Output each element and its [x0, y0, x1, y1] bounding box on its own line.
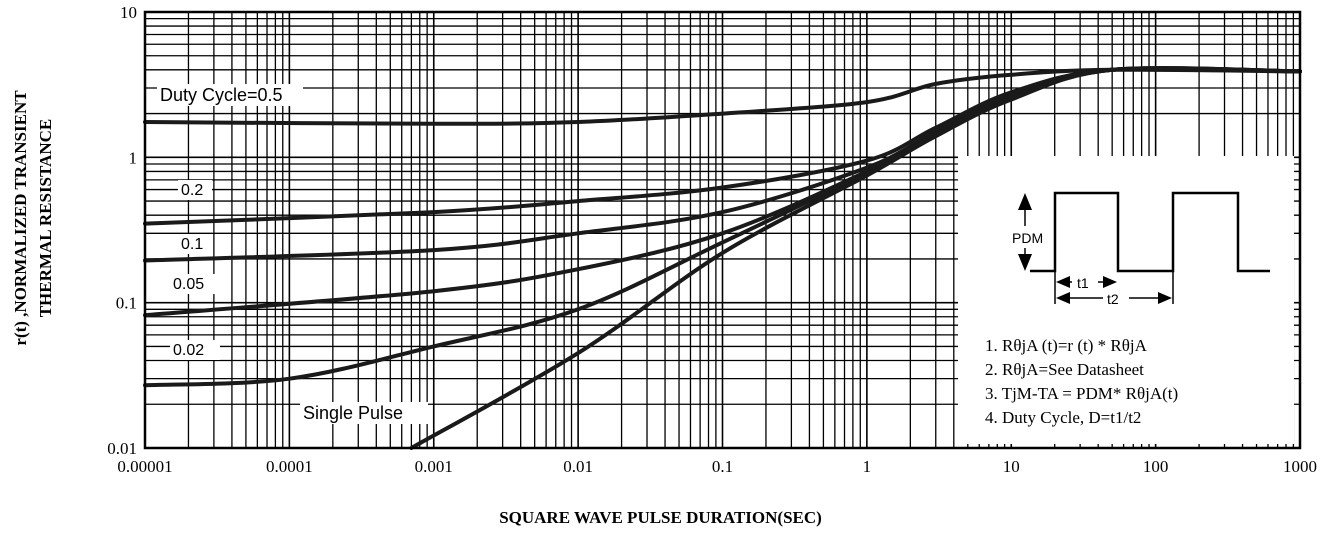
x-tick-label: 0.0001	[266, 457, 313, 476]
curve-label: 0.05	[173, 276, 204, 293]
x-tick-label: 1	[863, 457, 872, 476]
x-tick-label: 1000	[1283, 457, 1317, 476]
x-tick-label: 0.1	[712, 457, 733, 476]
curve-labels: Duty Cycle=0.5 0.2 0.1 0.05 0.02 Single Pulse	[157, 84, 428, 424]
y-tick-labels: 10 1 0.1 0.01	[107, 3, 137, 458]
inset-note: 1. RθjA (t)=r (t) * RθjA	[985, 336, 1148, 355]
inset-box: PDM t1 t2 1. RθjA (t)=r (t) * RθjA 2. RθjA=S…	[958, 156, 1294, 444]
curve-label-background	[300, 402, 428, 424]
y-axis-label-line2: THERMAL RESISTANCE	[36, 118, 55, 318]
x-tick-label: 0.00001	[117, 457, 172, 476]
inset-note: 4. Duty Cycle, D=t1/t2	[985, 408, 1141, 427]
inset-note: 2. RθjA=See Datasheet	[985, 360, 1144, 379]
curves	[143, 66, 1302, 450]
x-tick-label: 10	[1003, 457, 1020, 476]
y-tick-label: 0.01	[107, 439, 137, 458]
series-line	[409, 66, 1302, 450]
t1-arrow-head	[1103, 276, 1117, 288]
plot-frame	[143, 10, 1302, 450]
pdm-label-background	[1009, 226, 1045, 248]
t2-arrow-head	[1158, 292, 1172, 304]
pdm-label: PDM	[1012, 230, 1043, 246]
pulse-waveform	[1030, 191, 1270, 273]
t1-label: t1	[1077, 275, 1089, 291]
pdm-arrow-head-down	[1018, 254, 1032, 271]
t2-label: t2	[1107, 291, 1119, 307]
curve-label-background	[170, 340, 220, 360]
y-axis-label-line1: r(t) ,NORMALIZED TRANSIENT	[11, 90, 30, 346]
curve-label-background	[178, 180, 212, 200]
t1-label-background	[1072, 273, 1098, 291]
inset-note: 3. TjM-TA = PDM* RθjA(t)	[985, 384, 1178, 403]
t2-arrow-head	[1056, 292, 1070, 304]
curve-label: 0.02	[173, 342, 204, 359]
pdm-arrow-head-up	[1018, 193, 1032, 210]
y-tick-label: 1	[129, 148, 138, 167]
x-tick-label: 0.01	[563, 457, 593, 476]
curve-label-background	[157, 84, 303, 106]
t1-arrow-head	[1056, 276, 1070, 288]
x-tick-label: 100	[1143, 457, 1169, 476]
y-tick-label: 10	[120, 3, 137, 22]
curve-label: 0.1	[181, 236, 203, 253]
curve-label: Single Pulse	[303, 403, 403, 423]
curve-label-background	[178, 234, 212, 254]
x-tick-label: 0.001	[415, 457, 453, 476]
curve-label: 0.2	[181, 182, 203, 199]
curve-label-background	[170, 274, 220, 294]
t2-label-background	[1103, 289, 1129, 307]
series-line	[143, 67, 1302, 126]
thermal-response-chart: PDM t1 t2 1. RθjA (t)=r (t) * RθjA 2. RθjA=S…	[107, 3, 1317, 476]
curve-label: Duty Cycle=0.5	[160, 85, 283, 105]
x-axis-label: SQUARE WAVE PULSE DURATION(SEC)	[499, 508, 822, 527]
y-tick-label: 0.1	[116, 294, 137, 313]
x-tick-labels: 0.00001 0.0001 0.001 0.01 0.1 1 10 100 1000	[117, 457, 1317, 476]
